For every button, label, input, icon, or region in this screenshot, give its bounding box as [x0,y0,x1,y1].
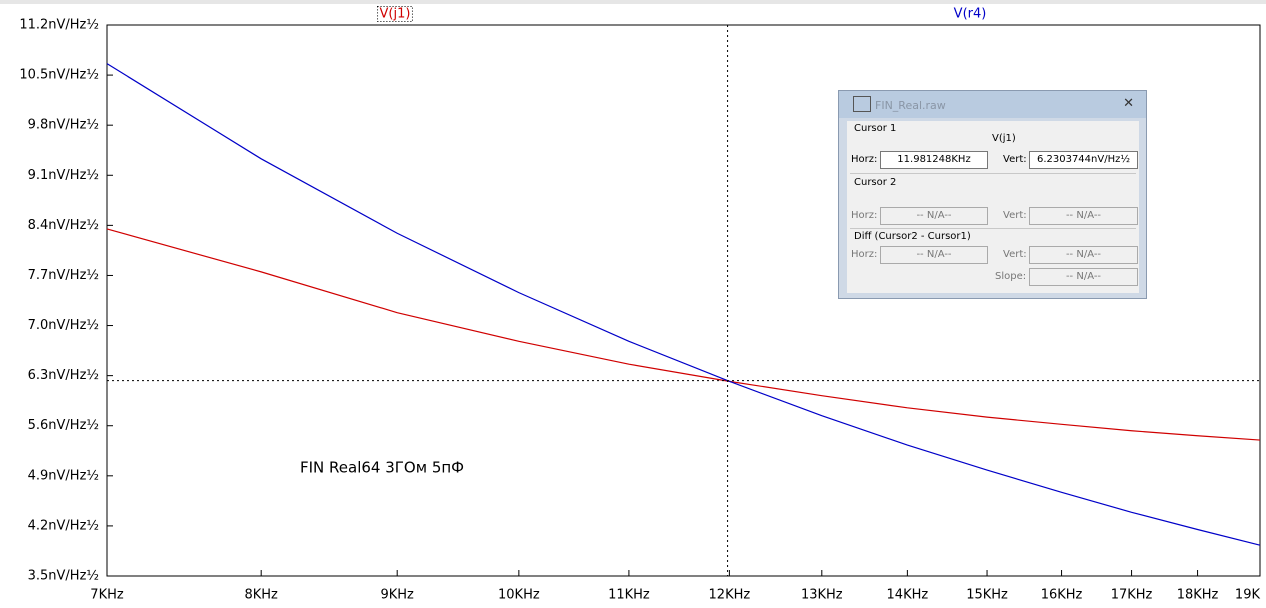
x-tick-label: 9KHz [380,588,414,603]
y-tick-label: 6.3nV/Hz½ [28,368,99,383]
window-body: Cursor 1 V(j1) Horz: 11.981248KHz Vert: … [847,121,1139,293]
vert-value: -- N/A-- [1029,207,1138,225]
x-tick-label: 19K [1235,588,1261,603]
trace-name: V(j1) [992,133,1016,144]
series-line [106,63,1261,546]
top-strip [0,0,1266,4]
cursor-window[interactable]: FIN_Real.raw ✕ Cursor 1 V(j1) Horz: 11.9… [838,90,1147,299]
x-tick-label: 8KHz [244,588,278,603]
x-tick-label: 7KHz [90,588,124,603]
x-tick-label: 13KHz [801,588,843,603]
separator [850,228,1136,229]
series-label: V(j1) [380,7,411,22]
y-tick-label: 9.1nV/Hz½ [28,168,99,183]
group-label: Cursor 2 [854,177,897,188]
horz-label: Horz: [851,154,878,165]
y-tick-label: 10.5nV/Hz½ [19,68,99,83]
series-line [106,228,1261,441]
vert-label: Vert: [1003,249,1027,260]
series-label: V(r4) [954,7,987,22]
annotation: FIN Real64 3ГОм 5пФ [300,459,464,477]
horz-value: -- N/A-- [880,207,988,225]
vert-value: 6.2303744nV/Hz½ [1029,151,1138,169]
horz-value: -- N/A-- [880,246,988,264]
horz-label: Horz: [851,249,878,260]
slope-label: Slope: [995,271,1027,282]
slope-value: -- N/A-- [1029,268,1138,286]
x-tick-label: 17KHz [1111,588,1153,603]
separator [850,173,1136,174]
horz-value: 11.981248KHz [880,151,988,169]
vert-label: Vert: [1003,154,1027,165]
x-tick-label: 14KHz [887,588,929,603]
window-icon [853,96,871,112]
x-tick-label: 16KHz [1041,588,1083,603]
y-tick-label: 9.8nV/Hz½ [28,118,99,133]
horz-label: Horz: [851,210,878,221]
y-tick-label: 4.9nV/Hz½ [28,468,99,483]
y-tick-label: 11.2nV/Hz½ [19,18,99,33]
y-tick-label: 7.0nV/Hz½ [28,318,99,333]
vert-value: -- N/A-- [1029,246,1138,264]
group-label: Cursor 1 [854,123,897,134]
x-tick-label: 11KHz [608,588,650,603]
y-tick-label: 3.5nV/Hz½ [28,569,99,584]
x-tick-label: 15KHz [966,588,1008,603]
y-tick-label: 4.2nV/Hz½ [28,518,99,533]
x-tick-label: 10KHz [498,588,540,603]
window-title: FIN_Real.raw [875,99,946,112]
x-tick-label: 12KHz [709,588,751,603]
plot-frame [106,24,1261,577]
title-bar: FIN_Real.raw ✕ [839,91,1146,118]
vert-label: Vert: [1003,210,1027,221]
group-label: Diff (Cursor2 - Cursor1) [854,231,971,242]
y-tick-label: 5.6nV/Hz½ [28,418,99,433]
y-tick-label: 8.4nV/Hz½ [28,218,99,233]
selected-trace-box [377,6,413,22]
close-button[interactable]: ✕ [1123,96,1134,111]
y-tick-label: 7.7nV/Hz½ [28,268,99,283]
x-tick-label: 18KHz [1177,588,1219,603]
